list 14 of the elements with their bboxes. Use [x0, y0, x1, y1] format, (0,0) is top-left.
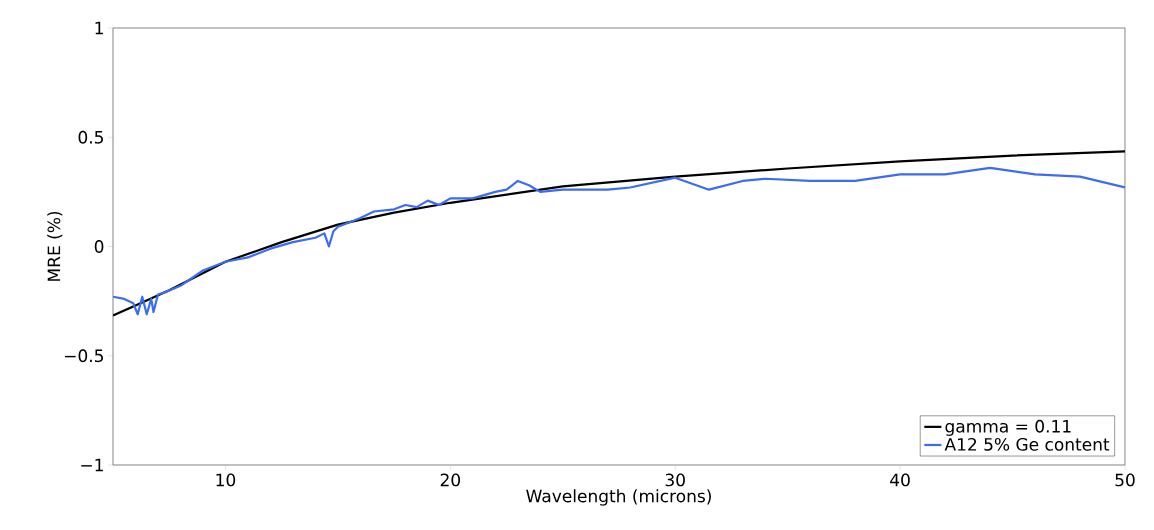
- x-tick-label: 50: [1115, 473, 1135, 487]
- y-axis-title: MRE (%): [47, 211, 63, 281]
- y-tick-label: 0.5: [78, 130, 103, 144]
- x-tick-label: 40: [890, 473, 910, 487]
- y-tick-label: −1: [81, 458, 103, 472]
- x-tick-label: 10: [216, 473, 236, 487]
- x-tick-label: 30: [665, 473, 685, 487]
- y-tick-label: 1: [95, 21, 103, 35]
- y-tick-label: −0.5: [65, 349, 103, 363]
- x-axis-title: Wavelength (microns): [526, 489, 711, 506]
- legend-label: gamma = 0.11: [945, 419, 1071, 436]
- legend-label: A12 5% Ge content: [944, 437, 1110, 451]
- y-tick-label: 0: [94, 240, 104, 253]
- x-tick-label: 20: [440, 473, 461, 487]
